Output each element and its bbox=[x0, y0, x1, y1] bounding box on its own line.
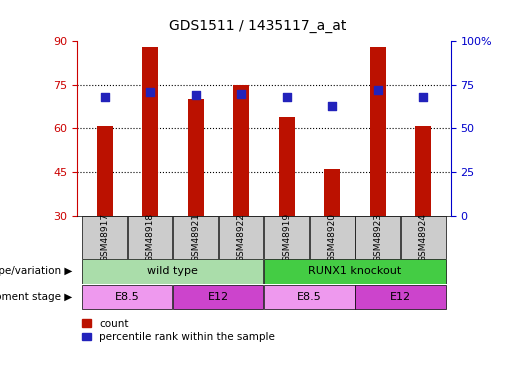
Bar bbox=[264, 216, 309, 259]
Text: GSM48917: GSM48917 bbox=[100, 213, 109, 262]
Text: RUNX1 knockout: RUNX1 knockout bbox=[308, 267, 402, 276]
Bar bbox=[370, 47, 386, 216]
Text: E12: E12 bbox=[208, 292, 229, 302]
Point bbox=[328, 103, 336, 109]
Bar bbox=[219, 216, 264, 259]
Point bbox=[146, 89, 154, 95]
Text: development stage ▶: development stage ▶ bbox=[0, 292, 72, 302]
Text: GDS1511 / 1435117_a_at: GDS1511 / 1435117_a_at bbox=[169, 19, 346, 33]
Bar bbox=[233, 85, 249, 216]
Legend: count, percentile rank within the sample: count, percentile rank within the sample bbox=[82, 319, 275, 342]
Bar bbox=[264, 259, 445, 284]
Bar bbox=[174, 216, 218, 259]
Text: genotype/variation ▶: genotype/variation ▶ bbox=[0, 267, 72, 276]
Bar bbox=[187, 99, 203, 216]
Bar bbox=[279, 117, 295, 216]
Point bbox=[192, 92, 200, 98]
Bar bbox=[415, 126, 431, 216]
Bar bbox=[128, 216, 173, 259]
Point bbox=[419, 94, 427, 100]
Text: GSM48918: GSM48918 bbox=[146, 213, 154, 262]
Bar bbox=[355, 216, 400, 259]
Text: E8.5: E8.5 bbox=[115, 292, 140, 302]
Bar bbox=[324, 169, 340, 216]
Text: GSM48920: GSM48920 bbox=[328, 213, 337, 262]
Bar bbox=[82, 285, 173, 309]
Text: GSM48922: GSM48922 bbox=[237, 213, 246, 262]
Bar bbox=[355, 285, 445, 309]
Text: GSM48923: GSM48923 bbox=[373, 213, 382, 262]
Text: GSM48921: GSM48921 bbox=[191, 213, 200, 262]
Text: E12: E12 bbox=[390, 292, 411, 302]
Bar bbox=[310, 216, 354, 259]
Text: E8.5: E8.5 bbox=[297, 292, 322, 302]
Bar bbox=[97, 126, 113, 216]
Bar bbox=[174, 285, 264, 309]
Point bbox=[374, 87, 382, 93]
Bar bbox=[82, 216, 127, 259]
Point bbox=[237, 91, 245, 97]
Bar bbox=[264, 285, 354, 309]
Bar bbox=[82, 259, 264, 284]
Text: GSM48924: GSM48924 bbox=[419, 213, 428, 262]
Bar bbox=[142, 47, 158, 216]
Text: GSM48919: GSM48919 bbox=[282, 213, 291, 262]
Point bbox=[283, 94, 291, 100]
Point bbox=[100, 94, 109, 100]
Text: wild type: wild type bbox=[147, 267, 198, 276]
Bar bbox=[401, 216, 445, 259]
